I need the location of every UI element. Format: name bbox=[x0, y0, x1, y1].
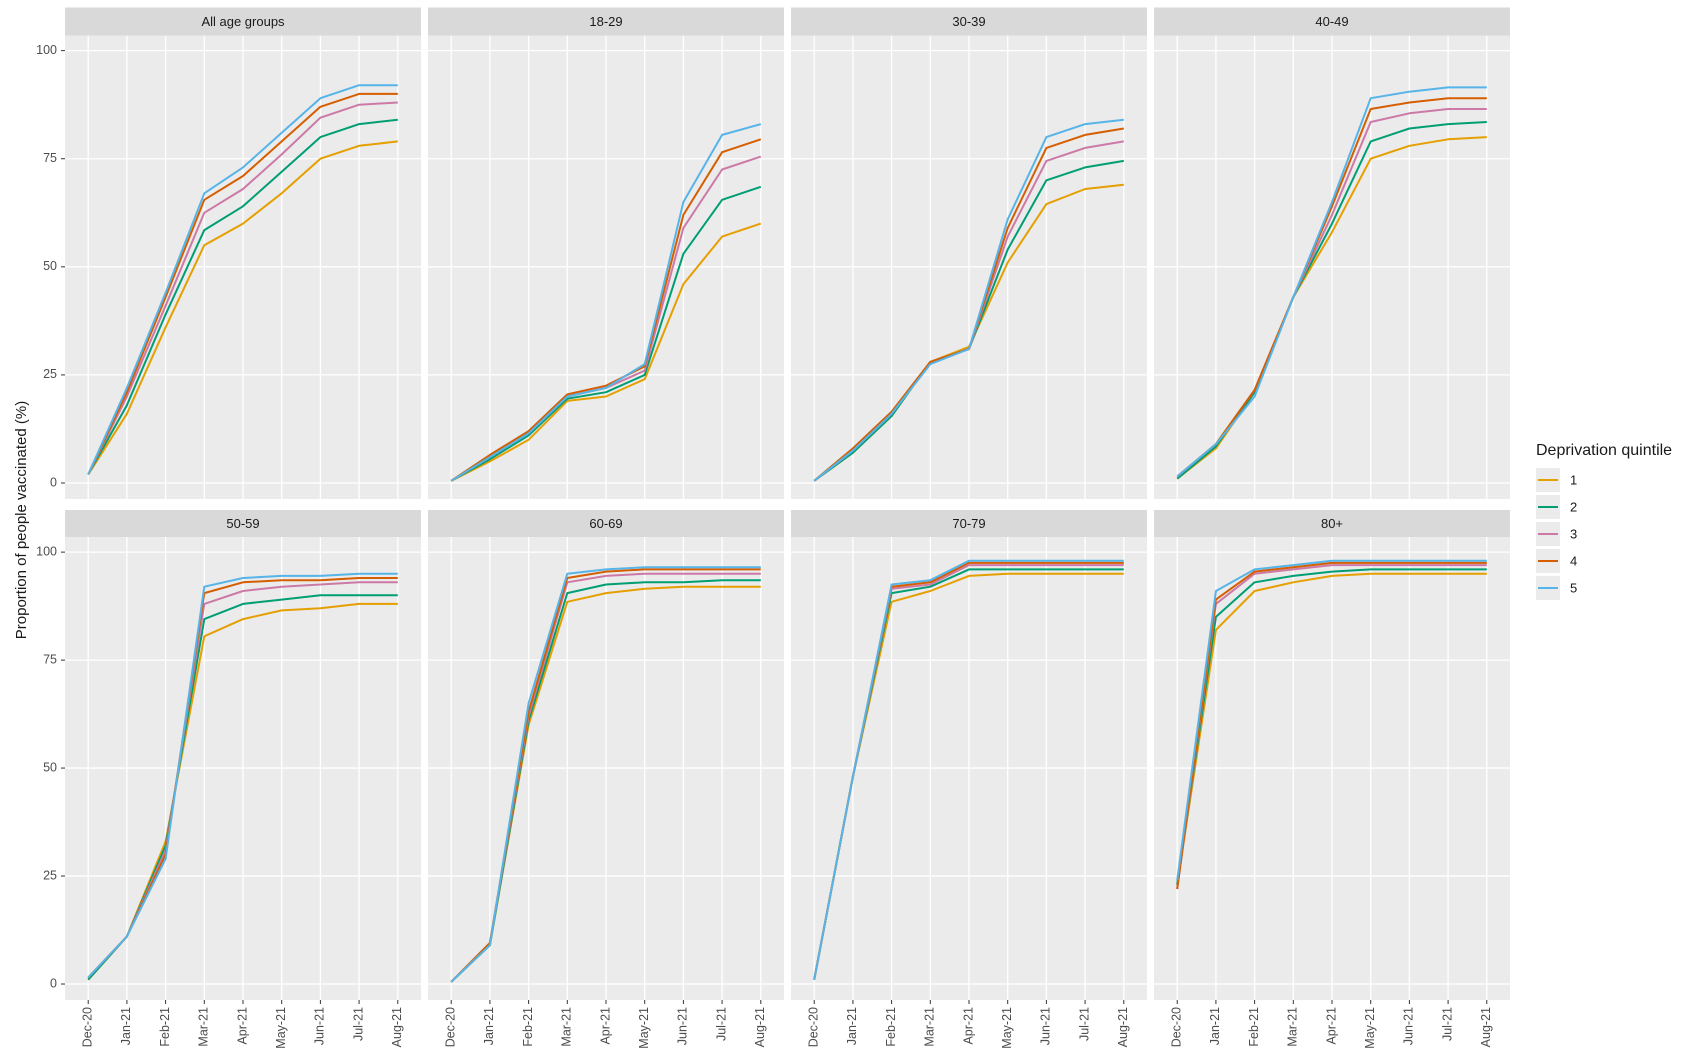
strip-label: 50-59 bbox=[226, 516, 259, 531]
series-line bbox=[450, 185, 762, 482]
x-tick-label: May-21 bbox=[274, 1007, 288, 1049]
x-tick-label: May-21 bbox=[1363, 1007, 1377, 1049]
x-tick-label: Jan-21 bbox=[845, 1007, 859, 1045]
x-tick-label: Jun-21 bbox=[1402, 1007, 1416, 1045]
y-tick-label: 25 bbox=[43, 367, 57, 381]
y-tick-label: 100 bbox=[36, 43, 57, 57]
y-tick-label: 75 bbox=[43, 151, 57, 165]
x-tick-label: Jul-21 bbox=[351, 1007, 365, 1041]
strip-background bbox=[428, 7, 784, 36]
series-line bbox=[813, 118, 1124, 482]
x-tick-label: Feb-21 bbox=[158, 1007, 172, 1047]
series-line bbox=[813, 559, 1124, 980]
y-axis-title: Proportion of people vaccinated (%) bbox=[13, 401, 30, 639]
x-tick-label: Apr-21 bbox=[1324, 1007, 1338, 1045]
x-tick-label: Mar-21 bbox=[1286, 1007, 1300, 1047]
x-tick-label: Dec-20 bbox=[1170, 1007, 1184, 1047]
legend-label: 1 bbox=[1570, 472, 1577, 487]
strip-label: 60-69 bbox=[589, 516, 622, 531]
strip-background bbox=[428, 510, 784, 537]
x-tick-label: Jul-21 bbox=[714, 1007, 728, 1041]
series-line bbox=[1176, 559, 1487, 881]
series-line bbox=[87, 118, 398, 475]
x-tick-label: Jan-21 bbox=[1208, 1007, 1222, 1045]
x-tick-label: Aug-21 bbox=[1116, 1007, 1130, 1047]
x-tick-label: Jun-21 bbox=[1039, 1007, 1053, 1045]
x-tick-label: Apr-21 bbox=[235, 1007, 249, 1045]
series-line bbox=[450, 222, 762, 482]
x-tick-label: Feb-21 bbox=[884, 1007, 898, 1047]
series-line bbox=[1176, 86, 1487, 478]
y-tick-label: 100 bbox=[36, 544, 57, 558]
y-tick-label: 50 bbox=[43, 760, 57, 774]
series-line bbox=[1176, 572, 1487, 885]
series-line bbox=[87, 92, 398, 475]
legend-title: Deprivation quintile bbox=[1536, 442, 1672, 459]
series-line bbox=[87, 84, 398, 475]
series-line bbox=[1176, 568, 1487, 885]
strip-background bbox=[1154, 7, 1510, 36]
strip-background bbox=[1154, 510, 1510, 537]
legend-label: 4 bbox=[1570, 553, 1577, 568]
series-line bbox=[1176, 97, 1487, 478]
series-line bbox=[1176, 561, 1487, 890]
x-tick-label: Dec-20 bbox=[807, 1007, 821, 1047]
strip-label: 40-49 bbox=[1315, 14, 1348, 29]
x-tick-label: Jun-21 bbox=[313, 1007, 327, 1045]
x-tick-label: Jun-21 bbox=[676, 1007, 690, 1045]
x-tick-label: Mar-21 bbox=[197, 1007, 211, 1047]
x-tick-label: Aug-21 bbox=[390, 1007, 404, 1047]
strip-background bbox=[65, 7, 421, 36]
x-tick-label: Jan-21 bbox=[482, 1007, 496, 1045]
x-tick-label: Aug-21 bbox=[1479, 1007, 1493, 1047]
series-line bbox=[87, 101, 398, 475]
legend-label: 5 bbox=[1570, 580, 1577, 595]
x-tick-label: Dec-20 bbox=[444, 1007, 458, 1047]
x-tick-label: Apr-21 bbox=[961, 1007, 975, 1045]
series-line bbox=[87, 140, 398, 475]
x-tick-label: Mar-21 bbox=[560, 1007, 574, 1047]
x-tick-label: Aug-21 bbox=[753, 1007, 767, 1047]
series-line bbox=[450, 123, 762, 482]
strip-label: 80+ bbox=[1321, 516, 1343, 531]
y-tick-label: 0 bbox=[50, 475, 57, 489]
strip-label: 18-29 bbox=[589, 14, 622, 29]
x-tick-label: May-21 bbox=[1000, 1007, 1014, 1049]
strip-label: 30-39 bbox=[952, 14, 985, 29]
series-line bbox=[87, 572, 398, 979]
y-tick-label: 25 bbox=[43, 868, 57, 882]
x-tick-label: Jul-21 bbox=[1440, 1007, 1454, 1041]
series-line bbox=[450, 138, 762, 482]
y-tick-label: 0 bbox=[50, 976, 57, 990]
strip-label: All age groups bbox=[201, 14, 285, 29]
legend-label: 3 bbox=[1570, 526, 1577, 541]
y-tick-label: 50 bbox=[43, 259, 57, 273]
series-line bbox=[450, 566, 761, 983]
x-tick-label: Mar-21 bbox=[923, 1007, 937, 1047]
legend-label: 2 bbox=[1570, 499, 1577, 514]
x-tick-label: Dec-20 bbox=[81, 1007, 95, 1047]
strip-background bbox=[791, 510, 1147, 537]
x-tick-label: Jan-21 bbox=[119, 1007, 133, 1045]
strip-background bbox=[65, 510, 421, 537]
y-tick-label: 75 bbox=[43, 652, 57, 666]
x-tick-label: Feb-21 bbox=[521, 1007, 535, 1047]
x-tick-label: Feb-21 bbox=[1247, 1007, 1261, 1047]
x-tick-label: May-21 bbox=[637, 1007, 651, 1049]
x-tick-label: Jul-21 bbox=[1077, 1007, 1091, 1041]
x-tick-label: Apr-21 bbox=[598, 1007, 612, 1045]
strip-background bbox=[791, 7, 1147, 36]
strip-label: 70-79 bbox=[952, 516, 985, 531]
series-line bbox=[1176, 564, 1487, 890]
